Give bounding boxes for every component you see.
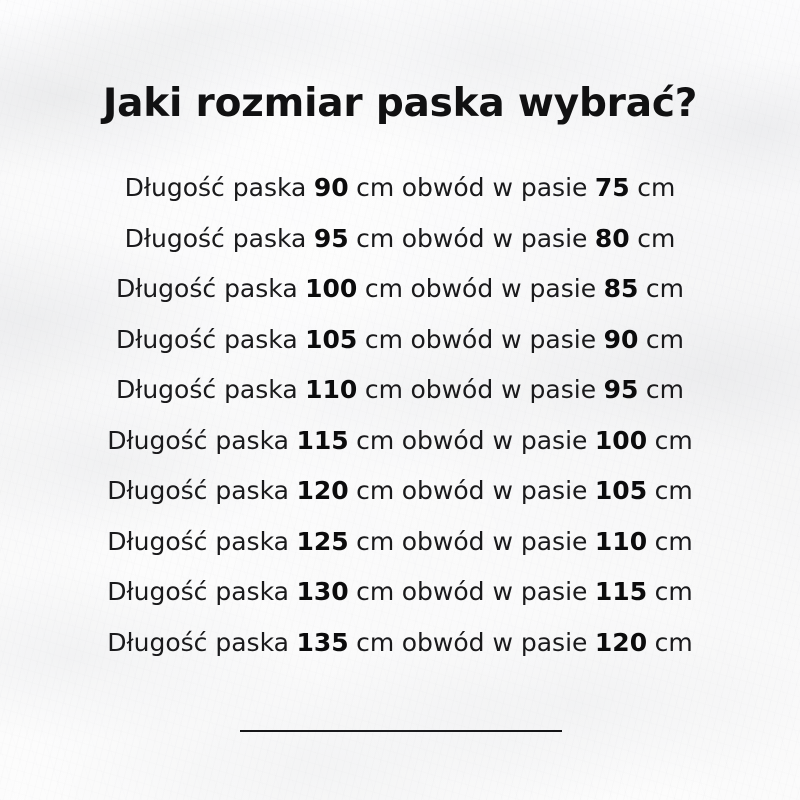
belt-length-value: 90 [313, 173, 349, 202]
waist-label: obwód w pasie [401, 173, 588, 202]
belt-length-label: Długość paska [107, 627, 289, 657]
waist-unit: cm [645, 375, 685, 404]
belt-length-value: 105 [305, 324, 358, 354]
waist-label: obwód w pasie [401, 627, 588, 657]
size-row: Długość paska 105 cm obwód w pasie 90 cm [0, 315, 800, 366]
belt-length-value: 130 [296, 577, 349, 606]
waist-unit: cm [654, 577, 693, 606]
belt-size-list: Długość paska 90 cm obwód w pasie 75 cm D… [0, 163, 800, 668]
belt-length-label: Długość paska [115, 274, 298, 303]
size-row: Długość paska 130 cm obwód w pasie 115 c… [0, 567, 800, 618]
waist-unit: cm [654, 526, 693, 556]
size-row: Długość paska 90 cm obwód w pasie 75 cm [0, 163, 800, 214]
belt-length-value: 115 [296, 425, 349, 455]
waist-unit: cm [654, 476, 693, 505]
waist-value: 115 [594, 577, 648, 606]
belt-length-unit: cm [356, 425, 395, 455]
belt-length-label: Długość paska [107, 577, 289, 606]
belt-length-unit: cm [364, 324, 403, 354]
waist-unit: cm [645, 274, 685, 303]
size-row: Długość paska 125 cm obwód w pasie 110 c… [0, 517, 800, 568]
waist-label: obwód w pasie [410, 274, 597, 303]
belt-length-value: 100 [305, 274, 358, 303]
belt-length-value: 125 [296, 526, 349, 556]
belt-length-unit: cm [364, 375, 403, 404]
size-row: Długość paska 115 cm obwód w pasie 100 c… [0, 416, 800, 467]
waist-value: 85 [603, 274, 639, 303]
waist-label: obwód w pasie [401, 577, 588, 606]
belt-length-label: Długość paska [107, 476, 289, 505]
waist-value: 100 [594, 425, 648, 455]
waist-value: 120 [594, 627, 648, 657]
size-row: Długość paska 120 cm obwód w pasie 105 c… [0, 466, 800, 517]
belt-length-label: Długość paska [124, 173, 307, 202]
belt-length-label: Długość paska [115, 375, 298, 404]
belt-length-label: Długość paska [107, 526, 289, 556]
size-row: Długość paska 95 cm obwód w pasie 80 cm [0, 214, 800, 265]
belt-length-label: Długość paska [107, 425, 289, 455]
belt-length-unit: cm [356, 223, 395, 253]
belt-length-unit: cm [356, 526, 395, 556]
belt-length-unit: cm [356, 577, 395, 606]
belt-length-label: Długość paska [124, 223, 307, 253]
bottom-divider [240, 730, 562, 732]
belt-length-unit: cm [356, 173, 395, 202]
belt-length-value: 135 [296, 627, 349, 657]
waist-value: 80 [594, 223, 630, 253]
waist-value: 95 [603, 375, 639, 404]
belt-length-unit: cm [364, 274, 403, 303]
belt-length-unit: cm [356, 627, 395, 657]
waist-unit: cm [637, 223, 676, 253]
belt-length-value: 120 [296, 476, 349, 505]
waist-label: obwód w pasie [410, 375, 597, 404]
waist-label: obwód w pasie [401, 425, 588, 455]
waist-label: obwód w pasie [401, 526, 588, 556]
size-row: Długość paska 110 cm obwód w pasie 95 cm [0, 365, 800, 416]
waist-value: 105 [594, 476, 648, 505]
belt-length-label: Długość paska [115, 324, 298, 354]
belt-length-value: 110 [305, 375, 358, 404]
size-row: Długość paska 135 cm obwód w pasie 120 c… [0, 618, 800, 669]
waist-unit: cm [637, 173, 676, 202]
size-row: Długość paska 100 cm obwód w pasie 85 cm [0, 264, 800, 315]
waist-value: 110 [594, 526, 648, 556]
waist-unit: cm [654, 627, 693, 657]
waist-label: obwód w pasie [401, 223, 588, 253]
waist-value: 75 [594, 173, 630, 202]
waist-value: 90 [603, 324, 639, 354]
waist-label: obwód w pasie [410, 324, 597, 354]
belt-length-value: 95 [313, 223, 349, 253]
page-title: Jaki rozmiar paska wybrać? [102, 81, 698, 127]
belt-length-unit: cm [356, 476, 395, 505]
waist-label: obwód w pasie [401, 476, 588, 505]
waist-unit: cm [654, 425, 693, 455]
waist-unit: cm [645, 324, 685, 354]
